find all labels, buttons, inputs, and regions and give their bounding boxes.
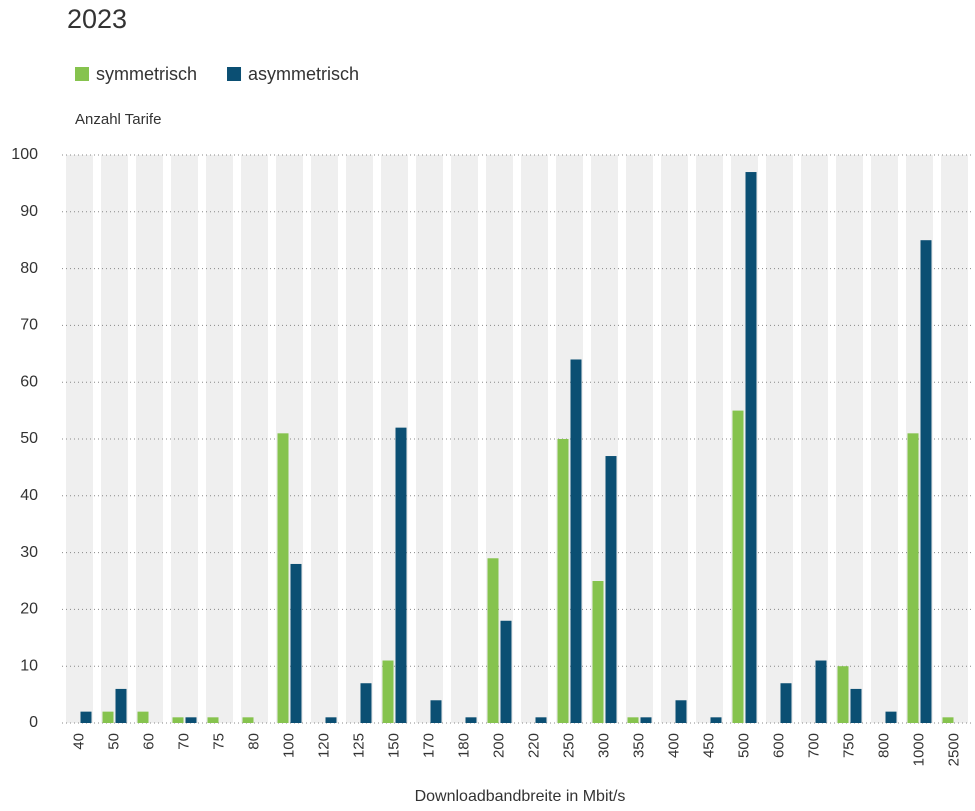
- x-axis-title: Downloadbandbreite in Mbit/s: [415, 788, 626, 805]
- category-band: [871, 155, 898, 723]
- y-tick-label: 100: [11, 146, 38, 163]
- bar: [360, 683, 372, 723]
- bar: [557, 439, 569, 723]
- x-tick-label: 180: [455, 733, 472, 758]
- y-tick-label: 10: [20, 657, 38, 674]
- x-tick-label: 75: [210, 733, 227, 750]
- x-tick-label: 700: [805, 733, 822, 758]
- bar: [605, 456, 617, 723]
- y-tick-label: 80: [20, 260, 38, 277]
- y-tick-label: 20: [20, 601, 38, 618]
- x-tick-label: 600: [770, 733, 787, 758]
- x-tick-label: 40: [70, 733, 87, 750]
- bar: [430, 700, 442, 723]
- bar: [487, 558, 499, 723]
- y-tick-label: 90: [20, 203, 38, 220]
- x-tick-label: 2500: [945, 733, 962, 766]
- chart-title: 2023: [67, 4, 127, 34]
- bar: [675, 700, 687, 723]
- x-tick-label: 50: [105, 733, 122, 750]
- bar: [242, 717, 254, 723]
- legend-swatch: [75, 67, 89, 81]
- y-tick-label: 50: [20, 430, 38, 447]
- category-band: [451, 155, 478, 723]
- x-tick-label: 450: [700, 733, 717, 758]
- x-tick-label: 800: [875, 733, 892, 758]
- category-band: [311, 155, 338, 723]
- bar: [115, 688, 127, 723]
- bar: [942, 717, 954, 723]
- x-tick-label: 120: [315, 733, 332, 758]
- bar: [500, 620, 512, 723]
- bar: [907, 433, 919, 723]
- x-tick-label: 350: [630, 733, 647, 758]
- legend-swatch: [227, 67, 242, 81]
- x-tick-label: 70: [175, 733, 192, 750]
- x-tick-label: 220: [525, 733, 542, 758]
- x-tick-label: 500: [735, 733, 752, 758]
- bar: [172, 717, 184, 723]
- legend-label: symmetrisch: [96, 64, 197, 84]
- x-tick-label: 1000: [910, 733, 927, 766]
- bar: [570, 359, 582, 723]
- x-tick-label: 60: [140, 733, 157, 750]
- x-tick-label: 750: [840, 733, 857, 758]
- x-tick-label: 250: [560, 733, 577, 758]
- bar: [137, 711, 149, 723]
- bar: [535, 717, 547, 723]
- y-tick-label: 0: [29, 714, 38, 731]
- bar: [885, 711, 897, 723]
- y-tick-label: 60: [20, 373, 38, 390]
- bar: [592, 581, 604, 723]
- bar: [277, 433, 289, 723]
- bar: [732, 410, 744, 723]
- y-tick-label: 70: [20, 317, 38, 334]
- bar: [710, 717, 722, 723]
- bar: [80, 711, 92, 723]
- bar: [920, 240, 932, 723]
- x-tick-label: 150: [385, 733, 402, 758]
- x-tick-label: 200: [490, 733, 507, 758]
- bar: [627, 717, 639, 723]
- bar: [745, 172, 757, 724]
- bar: [290, 563, 302, 723]
- bar: [465, 717, 477, 723]
- x-tick-label: 400: [665, 733, 682, 758]
- bar: [395, 427, 407, 723]
- bar: [815, 660, 827, 723]
- bar: [325, 717, 337, 723]
- bar: [640, 717, 652, 723]
- x-tick-label: 100: [280, 733, 297, 758]
- x-tick-label: 300: [595, 733, 612, 758]
- x-tick-label: 170: [420, 733, 437, 758]
- category-band: [171, 155, 198, 723]
- y-axis-title: Anzahl Tarife: [75, 111, 161, 128]
- x-tick-label: 80: [245, 733, 262, 750]
- bar: [102, 711, 114, 723]
- y-tick-label: 30: [20, 544, 38, 561]
- bar: [382, 660, 394, 723]
- bar: [207, 717, 219, 723]
- bar: [780, 683, 792, 723]
- legend-label: asymmetrisch: [248, 64, 359, 84]
- bar: [185, 717, 197, 723]
- bar: [850, 688, 862, 723]
- bar: [837, 666, 849, 723]
- y-tick-label: 40: [20, 487, 38, 504]
- x-tick-label: 125: [350, 733, 367, 758]
